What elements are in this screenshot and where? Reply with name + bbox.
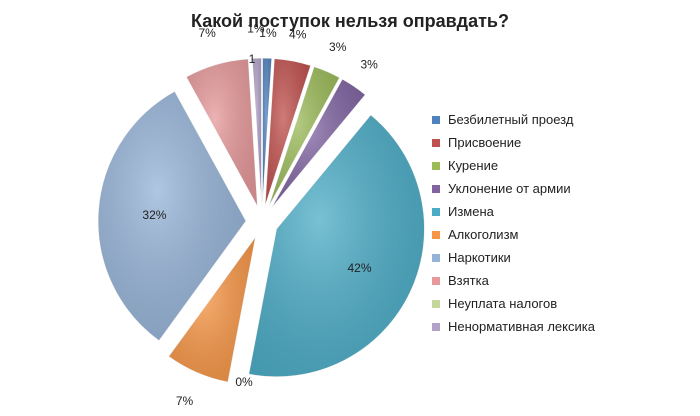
legend-swatch-9 bbox=[432, 322, 440, 331]
data-label-8: 0% bbox=[235, 375, 253, 389]
legend-label-7: Взятка bbox=[448, 273, 489, 288]
legend-item-2: Курение bbox=[432, 154, 692, 177]
legend-item-0: Безбилетный проезд bbox=[432, 108, 692, 131]
legend-swatch-0 bbox=[432, 115, 440, 124]
legend-label-8: Неуплата налогов bbox=[448, 296, 558, 311]
pie-slice-shade-0 bbox=[262, 58, 272, 207]
legend-item-9: Ненормативная лексика bbox=[432, 315, 692, 338]
legend-item-7: Взятка bbox=[432, 269, 692, 292]
legend-label-1: Присвоение bbox=[448, 135, 522, 150]
extra-label-0: 1 bbox=[249, 52, 256, 66]
legend-swatch-3 bbox=[432, 184, 440, 193]
legend-label-9: Ненормативная лексика bbox=[448, 319, 595, 334]
pie-slice-shade-6 bbox=[98, 91, 247, 341]
legend-label-5: Алкоголизм bbox=[448, 227, 519, 242]
data-label-6: 32% bbox=[142, 208, 166, 222]
pie-slice-shade-9 bbox=[252, 58, 262, 207]
legend-item-4: Измена bbox=[432, 200, 692, 223]
legend-item-6: Наркотики bbox=[432, 246, 692, 269]
legend-swatch-7 bbox=[432, 276, 440, 285]
pie-slice-shade-5 bbox=[168, 236, 256, 383]
legend-swatch-6 bbox=[432, 253, 440, 262]
legend-label-2: Курение bbox=[448, 158, 499, 173]
legend-swatch-4 bbox=[432, 207, 440, 216]
legend-label-6: Наркотики bbox=[448, 250, 511, 265]
pie-slice-shade-2 bbox=[268, 66, 340, 208]
data-label-0: 1% bbox=[259, 26, 277, 40]
legend-item-3: Уклонение от армии bbox=[432, 177, 692, 200]
legend-swatch-2 bbox=[432, 161, 440, 170]
data-label-4: 42% bbox=[347, 261, 371, 275]
data-label-1: 4% bbox=[289, 28, 307, 42]
legend-swatch-1 bbox=[432, 138, 440, 147]
data-label-2: 3% bbox=[329, 40, 347, 54]
data-label-7: 7% bbox=[198, 26, 216, 40]
legend-swatch-8 bbox=[432, 299, 440, 308]
legend-label-0: Безбилетный проезд bbox=[448, 112, 574, 127]
chart-title: Какой поступок нельзя оправдать? bbox=[191, 11, 509, 31]
legend-item-8: Неуплата налогов bbox=[432, 292, 692, 315]
pie-slice-shade-4 bbox=[248, 114, 425, 377]
pie-slice-shade-1 bbox=[264, 58, 311, 207]
legend-item-5: Алкоголизм bbox=[432, 223, 692, 246]
data-label-9: 1% bbox=[247, 21, 265, 35]
data-label-5: 7% bbox=[176, 394, 194, 408]
legend-swatch-5 bbox=[432, 230, 440, 239]
chart-legend: Безбилетный проезд Присвоение Курение Уклон… bbox=[432, 108, 692, 338]
pie-slice-shade-3 bbox=[270, 79, 366, 209]
data-label-3: 3% bbox=[360, 57, 378, 71]
legend-label-3: Уклонение от армии bbox=[448, 181, 571, 196]
legend-label-4: Измена bbox=[448, 204, 494, 219]
pie-slice-shade-7 bbox=[186, 58, 258, 207]
legend-item-1: Присвоение bbox=[432, 131, 692, 154]
